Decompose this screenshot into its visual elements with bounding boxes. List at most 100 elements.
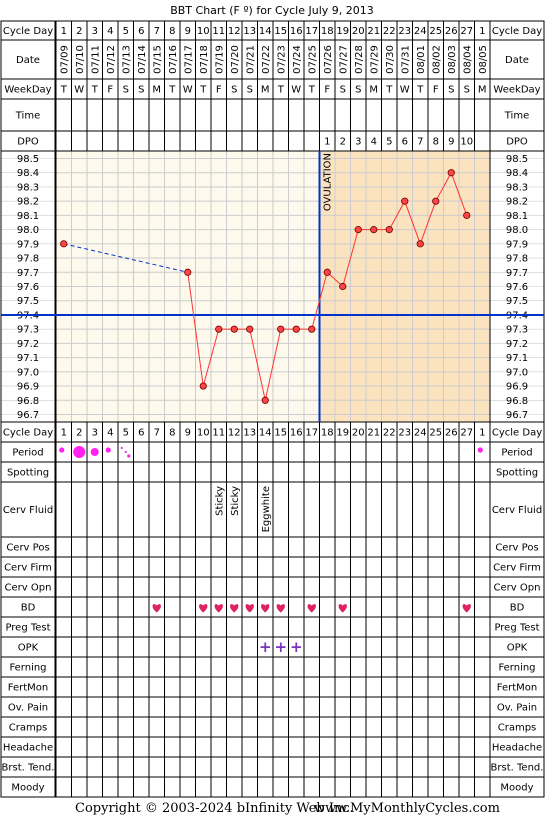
date-cell: 07/15	[152, 45, 163, 74]
cycle-day-cell: 14	[259, 26, 272, 37]
weekday-cell: T	[168, 85, 176, 96]
temperature-series: OVULATION	[1, 151, 544, 422]
cycle-day-cell-lower: 17	[305, 428, 318, 439]
temp-point	[308, 325, 316, 333]
date-cell: 07/14	[137, 45, 148, 74]
row-label-brst-tend: Brst. Tend.	[2, 763, 55, 774]
temp-tick-right: 97.5	[506, 296, 528, 307]
temp-tick-left: 97.7	[17, 268, 39, 279]
cerv-fluid-sticky: Sticky	[230, 486, 241, 516]
temp-point	[447, 169, 455, 177]
temp-tick-right: 98.5	[506, 154, 528, 165]
temp-line-segment	[388, 200, 406, 230]
bd-heart-icon	[338, 604, 347, 613]
temp-line-segment	[450, 172, 468, 216]
temp-tick-left: 97.8	[17, 254, 39, 265]
temp-tick-right: 97.2	[506, 339, 528, 350]
chart-frame	[0, 20, 545, 798]
cycle-day-cell: 19	[336, 26, 349, 37]
temp-tick-right: 96.8	[506, 396, 528, 407]
temperature-ticks: 98.5 98.5 98.4 98.4 98.3 98.3 98.2 98.2 98.1 98.1…	[17, 154, 528, 421]
weekday-cell: T	[308, 85, 316, 96]
weekday-cell: S	[448, 85, 454, 96]
period-flow-medium	[90, 448, 99, 456]
period-flow-light	[59, 447, 65, 453]
row-label-right-fertmon: FertMon	[497, 683, 537, 694]
weekday-cell: S	[138, 85, 144, 96]
date-cell: 07/26	[323, 45, 334, 74]
cycle-day-cell: 22	[383, 26, 396, 37]
row-label-weekday: WeekDay	[4, 85, 51, 96]
row-label-right-preg-test: Preg Test	[494, 623, 539, 634]
cycle-day-cell: 20	[352, 26, 365, 37]
row-label-right-brst-tend: Brst. Tend.	[491, 763, 544, 774]
weekday-cell: S	[231, 85, 237, 96]
bd-heart-icon	[152, 604, 161, 613]
weekday-cell: S	[247, 85, 253, 96]
bd-heart-icon	[462, 604, 471, 613]
date-cell: 07/09	[59, 45, 70, 74]
row-label-dpo: DPO	[17, 137, 39, 148]
temp-line-segment	[264, 329, 282, 401]
temp-tick-right: 97.6	[506, 282, 528, 293]
temp-line-segment	[404, 200, 421, 245]
row-label-right-cycle-day: Cycle Day	[492, 428, 542, 439]
cycle-day-cell: 4	[107, 26, 113, 37]
temp-tick-left: 96.7	[17, 410, 39, 421]
opk-positive: +	[259, 638, 272, 656]
weekday-cell: T	[416, 85, 424, 96]
cycle-day-cell: 23	[398, 26, 411, 37]
chart-grid	[0, 20, 545, 798]
bd-heart-icon	[230, 604, 239, 613]
cycle-day-cell: 24	[414, 26, 427, 37]
date-cell: 07/11	[90, 45, 101, 74]
cycle-day-cell-lower: 6	[138, 428, 144, 439]
period-spotting-dot	[127, 454, 131, 458]
weekday-cell: T	[91, 85, 99, 96]
temp-point	[246, 325, 254, 333]
weekday-cell: T	[60, 85, 68, 96]
temp-tick-left: 97.2	[17, 339, 39, 350]
temp-point	[261, 396, 269, 404]
opk-positive: +	[290, 638, 303, 656]
row-label-right-date: Date	[505, 55, 529, 66]
temp-point	[60, 240, 68, 248]
temp-tick-left: 97.1	[17, 353, 39, 364]
bd-heart-icon	[307, 604, 316, 613]
temp-gap-dashed-line	[63, 243, 188, 273]
temp-tick-left: 98.2	[17, 197, 39, 208]
weekday-cell: W	[74, 85, 84, 96]
cycle-day-cell-lower: 7	[154, 428, 160, 439]
dpo-cell: 1	[324, 137, 330, 148]
cycle-day-cell-lower: 19	[336, 428, 349, 439]
temp-point	[354, 226, 362, 234]
date-cell: 07/30	[385, 45, 396, 74]
row-label-ov-pain: Ov. Pain	[8, 703, 48, 714]
row-label-right-ferning: Ferning	[498, 663, 535, 674]
row-label-right-bd: BD	[510, 603, 525, 614]
cycle-day-cell: 13	[243, 26, 256, 37]
row-cells: 1107/09T2207/10W3307/11T4407/12F5507/13S…	[59, 26, 489, 439]
row-label-cerv-opn: Cerv Opn	[5, 583, 52, 594]
cycle-day-cell-lower: 9	[185, 428, 191, 439]
dpo-cell: 3	[355, 137, 361, 148]
cycle-day-cell-lower: 26	[445, 428, 458, 439]
date-cell: 07/23	[276, 45, 287, 74]
temp-tick-right: 98.2	[506, 197, 528, 208]
cycle-day-cell: 2	[76, 26, 82, 37]
weekday-cell: S	[464, 85, 470, 96]
date-cell: 07/20	[230, 45, 241, 74]
temp-line-segment	[202, 329, 220, 387]
cycle-day-cell-lower: 2	[76, 428, 82, 439]
temp-tick-left: 97.5	[17, 296, 39, 307]
temp-point	[339, 282, 347, 291]
temp-line-segment	[187, 272, 204, 387]
row-label-right-cycle-day: Cycle Day	[492, 26, 542, 37]
cycle-day-cell-lower: 25	[429, 428, 442, 439]
cycle-day-cell: 5	[123, 26, 129, 37]
row-label-right-time: Time	[504, 111, 529, 122]
symptom-marks: Sticky Sticky Eggwhite+ + +	[59, 446, 483, 656]
cycle-day-cell: 26	[445, 26, 458, 37]
bd-heart-icon	[261, 604, 270, 613]
